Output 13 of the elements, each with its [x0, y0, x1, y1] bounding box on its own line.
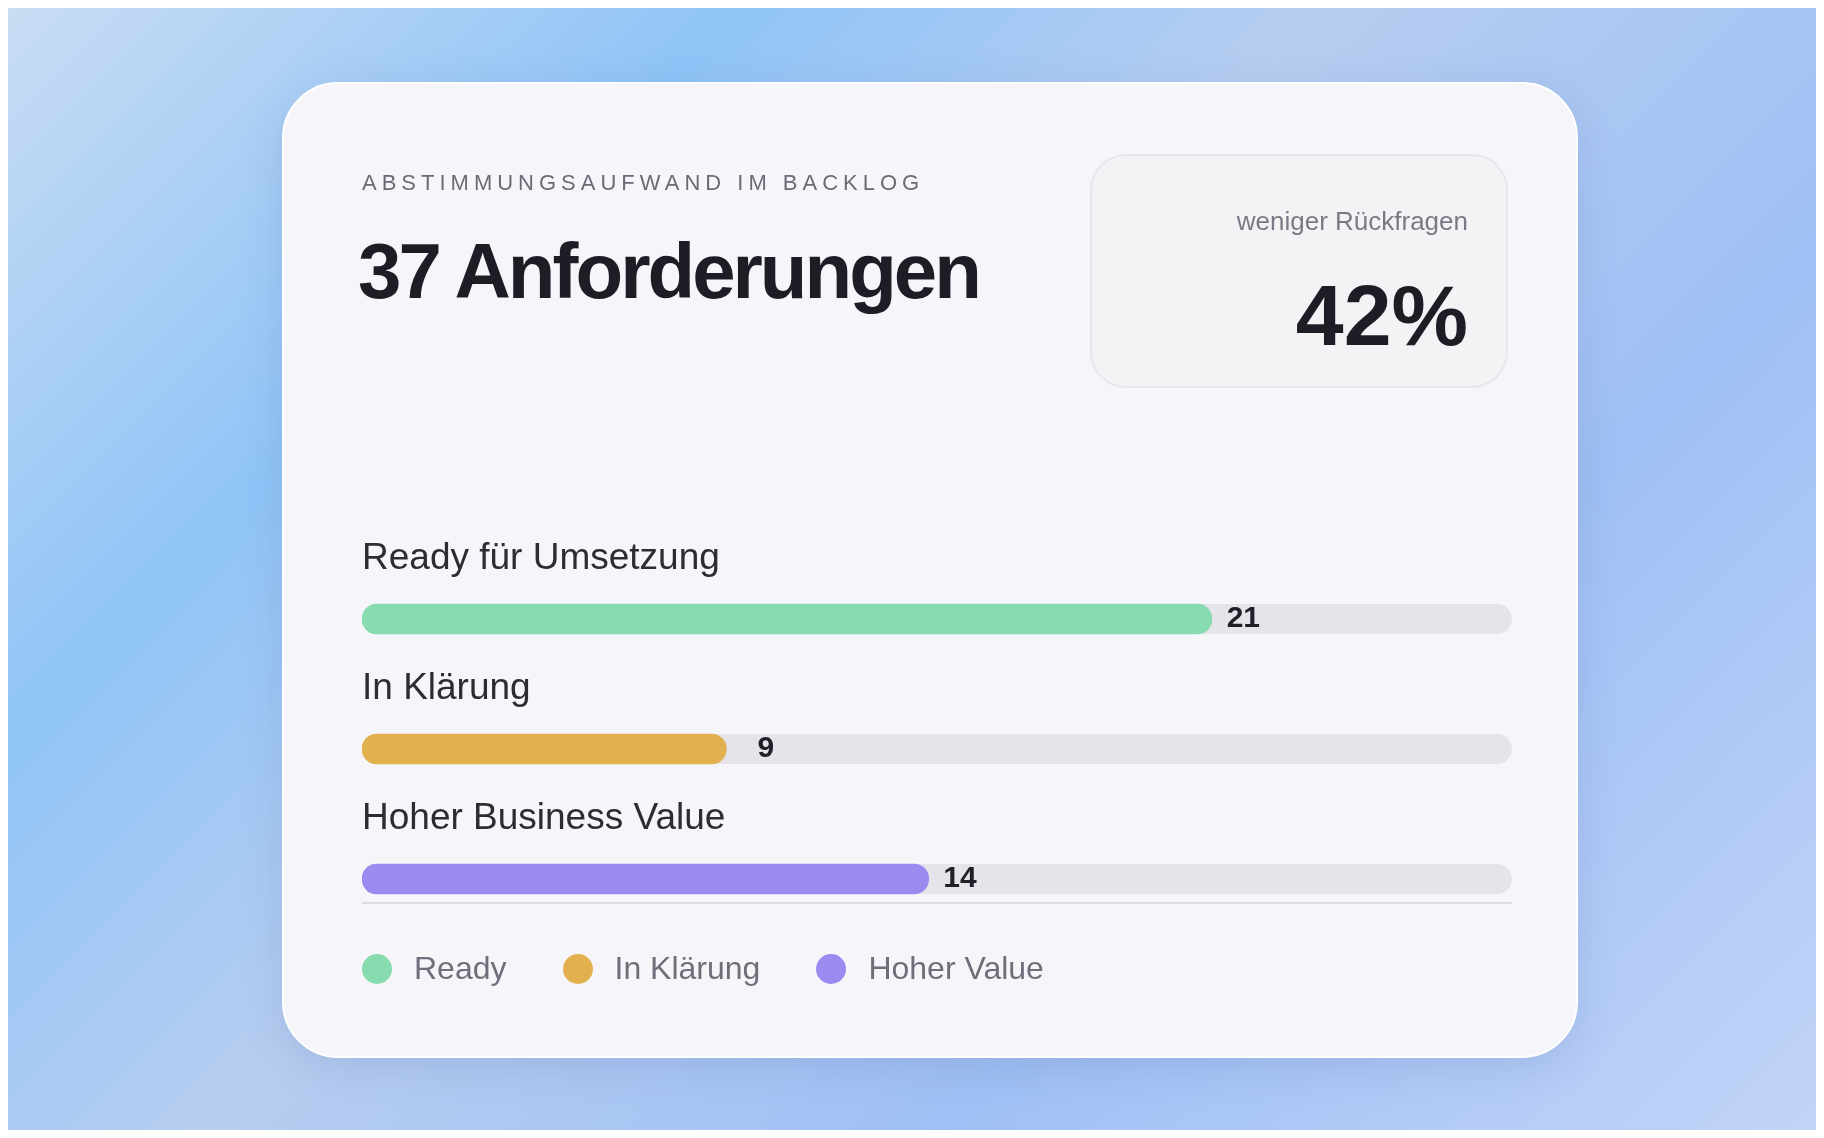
chart-title: 37 Anforderungen	[358, 226, 979, 317]
data-label: 21	[1226, 600, 1260, 634]
legend-label: In Klärung	[614, 950, 761, 987]
y-tick-label: In Klärung	[362, 666, 531, 708]
chart-subtitle: ABSTIMMUNGSAUFWAND IM BACKLOG	[362, 170, 925, 196]
data-label: 14	[943, 860, 977, 894]
y-tick-label: Hoher Business Value	[362, 796, 726, 838]
y-tick-label: Ready für Umsetzung	[362, 536, 720, 578]
data-label: 9	[757, 730, 775, 764]
text: weniger Rückfragen	[1236, 206, 1468, 237]
legend-label: Hoher Value	[868, 950, 1044, 987]
legend-label: Ready	[414, 950, 507, 987]
text: 42%	[1295, 266, 1468, 365]
